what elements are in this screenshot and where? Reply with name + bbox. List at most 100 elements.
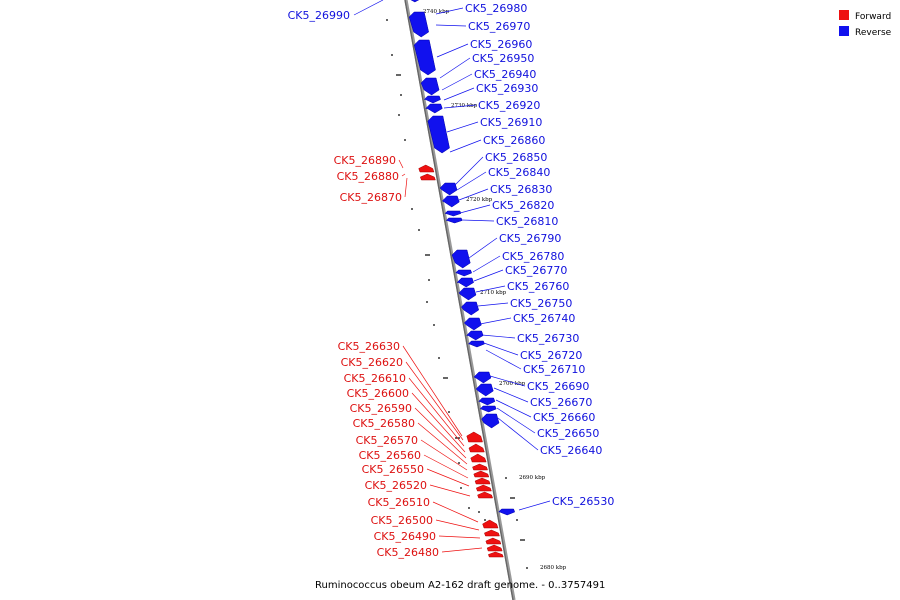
reverse-gene bbox=[441, 195, 460, 208]
forward-gene bbox=[485, 537, 502, 545]
reverse-gene-label: CK5_26950 bbox=[472, 52, 534, 65]
forward-gene-label: CK5_26880 bbox=[337, 170, 399, 183]
forward-gene bbox=[420, 173, 436, 181]
reverse-gene-label: CK5_26710 bbox=[523, 363, 585, 376]
reverse-gene-label: CK5_26910 bbox=[480, 116, 542, 129]
leader-line bbox=[404, 177, 408, 198]
genes bbox=[408, 0, 516, 558]
forward-gene bbox=[468, 443, 485, 453]
label-leaders bbox=[353, 0, 551, 553]
reverse-gene bbox=[467, 340, 485, 348]
reverse-gene-label: CK5_26940 bbox=[474, 68, 536, 81]
reverse-gene-label: CK5_26850 bbox=[485, 151, 547, 164]
reverse-gene-label: CK5_26660 bbox=[533, 411, 595, 424]
reverse-gene bbox=[465, 330, 484, 341]
forward-gene bbox=[466, 431, 483, 443]
leader-line bbox=[477, 302, 509, 307]
reverse-gene bbox=[461, 301, 479, 316]
reverse-gene-label: CK5_26670 bbox=[530, 396, 592, 409]
forward-gene-label: CK5_26590 bbox=[350, 402, 412, 415]
reverse-gene bbox=[481, 413, 500, 429]
legend-forward-swatch bbox=[839, 10, 849, 20]
forward-gene bbox=[486, 544, 503, 552]
forward-gene-label: CK5_26610 bbox=[344, 372, 406, 385]
tick-label: 2680 kbp bbox=[540, 565, 567, 571]
forward-gene-label: CK5_26890 bbox=[334, 154, 396, 167]
tick-label: 2720 kbp bbox=[466, 197, 493, 203]
leader-line bbox=[426, 468, 470, 487]
forward-gene bbox=[472, 463, 488, 471]
tick-label: 2690 kbp bbox=[519, 475, 546, 481]
reverse-gene-label: CK5_26920 bbox=[478, 99, 540, 112]
forward-gene bbox=[474, 477, 491, 485]
reverse-gene-label: CK5_26720 bbox=[520, 349, 582, 362]
reverse-gene-label: CK5_26740 bbox=[513, 312, 575, 325]
leader-line bbox=[461, 219, 495, 222]
leader-line bbox=[435, 7, 464, 15]
leader-line bbox=[485, 349, 522, 370]
reverse-gene-label: CK5_26690 bbox=[527, 380, 589, 393]
leader-line bbox=[479, 317, 512, 325]
reverse-gene-label: CK5_26790 bbox=[499, 232, 561, 245]
reverse-gene bbox=[456, 277, 474, 288]
forward-gene-label: CK5_26580 bbox=[353, 417, 415, 430]
leader-line bbox=[446, 121, 479, 133]
leader-line bbox=[401, 173, 406, 177]
reverse-gene bbox=[427, 115, 450, 154]
leader-line bbox=[518, 500, 551, 511]
leader-line bbox=[473, 269, 504, 282]
reverse-gene-label: CK5_26810 bbox=[496, 215, 558, 228]
reverse-gene-label: CK5_26650 bbox=[537, 427, 599, 440]
reverse-gene bbox=[475, 383, 494, 397]
forward-gene-label: CK5_26620 bbox=[341, 356, 403, 369]
reverse-gene bbox=[410, 0, 420, 3]
forward-gene-label: CK5_26560 bbox=[359, 449, 421, 462]
reverse-gene bbox=[478, 397, 496, 406]
forward-gene-label: CK5_26510 bbox=[368, 496, 430, 509]
leader-line bbox=[438, 535, 481, 539]
reverse-gene bbox=[473, 371, 492, 384]
reverse-gene bbox=[423, 95, 441, 104]
leader-line bbox=[429, 484, 471, 497]
reverse-gene-label: CK5_26830 bbox=[490, 183, 552, 196]
leader-line bbox=[402, 345, 463, 437]
leader-line bbox=[459, 204, 491, 214]
tick-label: 2700 kbp bbox=[499, 381, 526, 387]
reverse-gene-label: CK5_26990 bbox=[288, 9, 350, 22]
reverse-gene bbox=[454, 269, 472, 277]
leader-line bbox=[441, 73, 473, 91]
reverse-gene-label: CK5_26750 bbox=[510, 297, 572, 310]
leader-line bbox=[405, 361, 464, 441]
reverse-gene-label: CK5_26840 bbox=[488, 166, 550, 179]
forward-gene-label: CK5_26570 bbox=[356, 434, 418, 447]
forward-gene bbox=[484, 529, 500, 537]
reverse-gene-label: CK5_26530 bbox=[552, 495, 614, 508]
genome-axis-shadow bbox=[404, 0, 516, 600]
leader-line bbox=[472, 255, 501, 273]
leader-line bbox=[449, 139, 482, 153]
reverse-gene-label: CK5_26860 bbox=[483, 134, 545, 147]
reverse-gene-label: CK5_26930 bbox=[476, 82, 538, 95]
reverse-gene bbox=[444, 210, 462, 217]
reverse-gene-label: CK5_26960 bbox=[470, 38, 532, 51]
leader-line bbox=[417, 422, 468, 465]
leader-line bbox=[468, 237, 498, 259]
forward-gene-label: CK5_26490 bbox=[374, 530, 436, 543]
map-caption: Ruminococcus obeum A2-162 draft genome. … bbox=[315, 580, 605, 591]
forward-gene-label: CK5_26480 bbox=[377, 546, 439, 559]
forward-gene-label: CK5_26500 bbox=[371, 514, 433, 527]
reverse-gene bbox=[498, 508, 516, 516]
reverse-gene-label: CK5_26730 bbox=[517, 332, 579, 345]
reverse-gene-label: CK5_26780 bbox=[502, 250, 564, 263]
leader-line bbox=[454, 156, 484, 186]
reverse-gene-label: CK5_26820 bbox=[492, 199, 554, 212]
forward-gene bbox=[473, 470, 490, 478]
reverse-gene-label: CK5_26970 bbox=[468, 20, 530, 33]
leader-line bbox=[475, 285, 506, 293]
leader-line bbox=[441, 547, 483, 553]
forward-gene-label: CK5_26520 bbox=[365, 479, 427, 492]
forward-gene-label: CK5_26600 bbox=[347, 387, 409, 400]
leader-line bbox=[411, 392, 466, 453]
